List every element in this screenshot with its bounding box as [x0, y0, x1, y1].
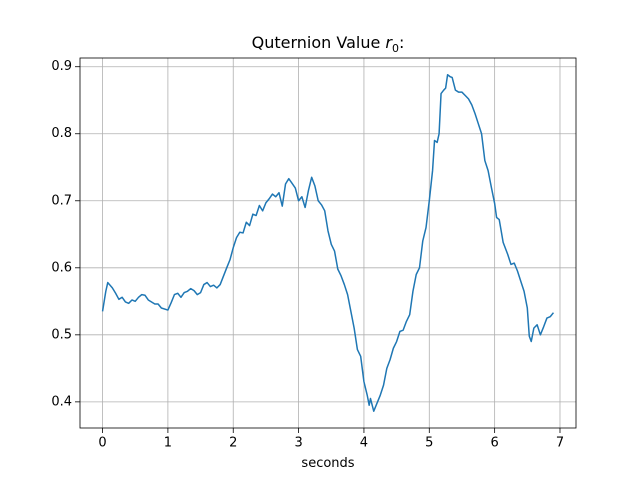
x-tick-label: 3 [294, 436, 302, 451]
title-colon: : [399, 33, 404, 52]
y-tick-label: 0.6 [51, 260, 72, 275]
x-tick-label: 4 [360, 436, 368, 451]
title-text: Quternion Value [252, 33, 386, 52]
axes-frame [79, 57, 577, 429]
y-tick-label: 0.5 [51, 327, 72, 342]
x-tick-label: 6 [490, 436, 498, 451]
y-tick-label: 0.7 [51, 193, 72, 208]
x-tick-label: 7 [556, 436, 564, 451]
title-subscript: 0 [392, 42, 399, 55]
title-symbol: r [385, 33, 393, 52]
chart-title: Quternion Value r0: [252, 33, 405, 55]
x-tick-label: 2 [229, 436, 237, 451]
data-line [101, 74, 555, 412]
y-tick-label: 0.8 [51, 126, 72, 141]
x-axis-label: seconds [301, 456, 354, 471]
x-tick-label: 5 [425, 436, 433, 451]
x-tick-label: 1 [164, 436, 172, 451]
y-tick-label: 0.4 [51, 394, 72, 409]
x-tick-label: 0 [98, 436, 106, 451]
y-tick-label: 0.9 [51, 59, 72, 74]
